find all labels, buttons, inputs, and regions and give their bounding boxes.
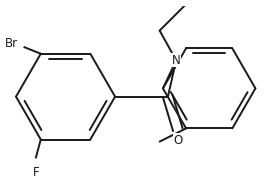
Text: Br: Br — [4, 37, 18, 50]
Text: N: N — [172, 54, 180, 67]
Text: F: F — [33, 166, 39, 179]
Text: O: O — [173, 134, 182, 147]
